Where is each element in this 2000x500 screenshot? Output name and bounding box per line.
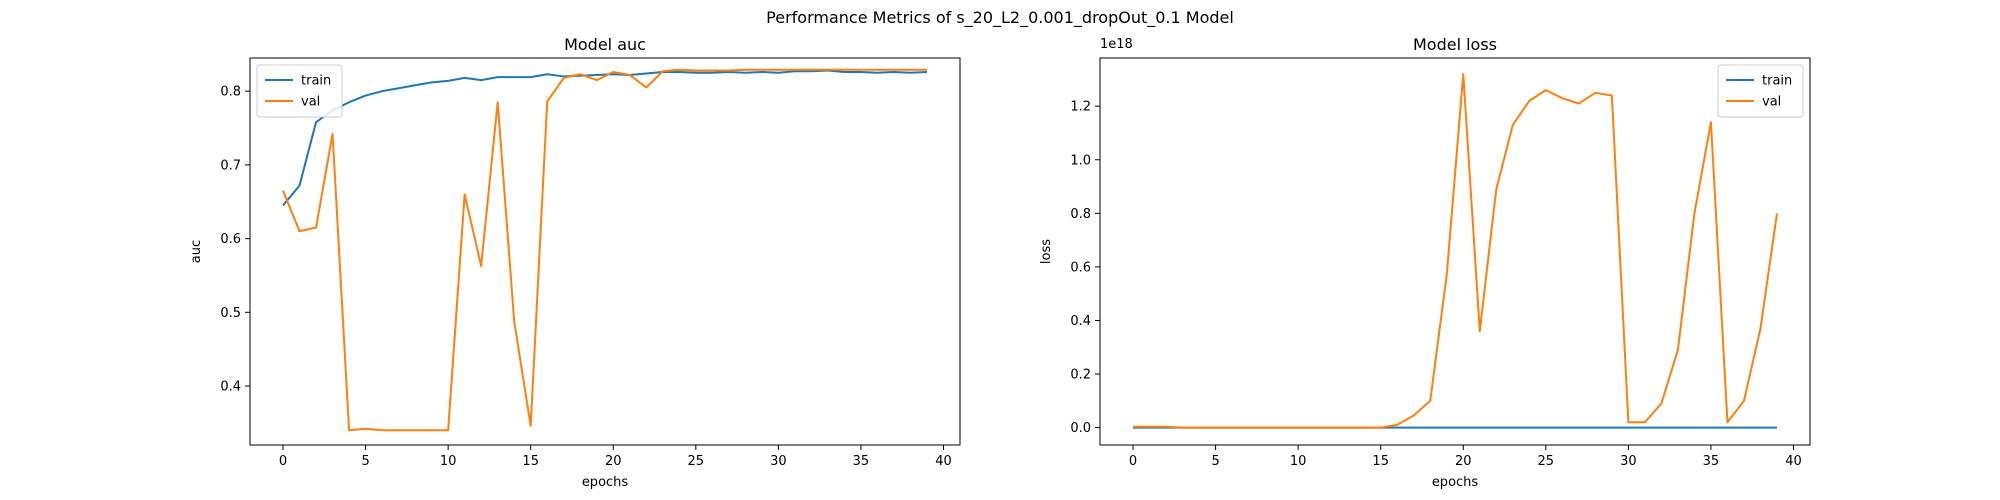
x-tick-label: 30 bbox=[1620, 454, 1637, 469]
x-axis-label: epochs bbox=[1432, 475, 1479, 490]
x-tick-label: 5 bbox=[1211, 454, 1219, 469]
y-tick-label: 1.0 bbox=[1070, 153, 1091, 168]
y-tick-label: 0.7 bbox=[220, 158, 241, 173]
x-tick-label: 40 bbox=[1785, 454, 1802, 469]
legend: train val bbox=[1717, 64, 1804, 118]
y-tick-label: 0.6 bbox=[220, 232, 241, 247]
x-tick-label: 10 bbox=[1290, 454, 1307, 469]
x-tick-label: 0 bbox=[1129, 454, 1137, 469]
series-line-train bbox=[282, 69, 928, 207]
y-tick-label: 0.2 bbox=[1070, 368, 1091, 383]
chart-title: Model loss bbox=[1413, 35, 1497, 54]
plot-frame bbox=[1099, 57, 1811, 446]
chart-title: Model auc bbox=[564, 35, 646, 54]
y-tick-label: 0.8 bbox=[1070, 207, 1091, 222]
legend-label-val: val bbox=[1762, 95, 1781, 110]
y-tick-label: 0.4 bbox=[1070, 314, 1091, 329]
chart-panel-0: Model auc 0 5 10 15 20 25 30 35 40 0.4 0.5 0.6 0.7 0.8… bbox=[189, 35, 961, 490]
x-axis-label: epochs bbox=[582, 475, 629, 490]
y-axis-label: auc bbox=[189, 240, 204, 263]
legend-box bbox=[256, 64, 343, 118]
chart-panel-1: Model loss 0 5 10 15 20 25 30 35 40 0.0 0.2 0.4 0.6 0.… bbox=[1039, 35, 1811, 490]
y-tick-label: 1.2 bbox=[1070, 100, 1091, 115]
x-tick-label: 15 bbox=[522, 454, 539, 469]
legend: train val bbox=[256, 64, 343, 118]
x-tick-label: 30 bbox=[770, 454, 787, 469]
x-tick-label: 20 bbox=[605, 454, 622, 469]
x-tick-label: 35 bbox=[1703, 454, 1720, 469]
y-tick-label: 0.0 bbox=[1070, 421, 1091, 436]
x-tick-label: 25 bbox=[688, 454, 705, 469]
legend-label-val: val bbox=[301, 95, 320, 110]
x-tick-label: 5 bbox=[361, 454, 369, 469]
legend-label-train: train bbox=[1762, 74, 1792, 89]
y-tick-label: 0.4 bbox=[220, 380, 241, 395]
x-tick-label: 25 bbox=[1538, 454, 1555, 469]
y-offset-label: 1e18 bbox=[1100, 37, 1133, 52]
x-tick-label: 0 bbox=[279, 454, 287, 469]
series-line-val bbox=[1133, 73, 1778, 429]
x-tick-label: 35 bbox=[853, 454, 870, 469]
series-line-val bbox=[282, 68, 927, 432]
legend-label-train: train bbox=[301, 74, 331, 89]
legend-box bbox=[1717, 64, 1804, 118]
y-tick-label: 0.5 bbox=[220, 306, 241, 321]
x-tick-label: 15 bbox=[1372, 454, 1389, 469]
y-axis-label: loss bbox=[1039, 239, 1054, 264]
x-tick-label: 20 bbox=[1455, 454, 1472, 469]
figure-suptitle: Performance Metrics of s_20_L2_0.001_dro… bbox=[766, 8, 1234, 28]
plot-frame bbox=[249, 57, 961, 446]
x-tick-label: 40 bbox=[935, 454, 952, 469]
y-tick-label: 0.8 bbox=[220, 85, 241, 100]
y-tick-label: 0.6 bbox=[1070, 260, 1091, 275]
x-tick-label: 10 bbox=[440, 454, 457, 469]
